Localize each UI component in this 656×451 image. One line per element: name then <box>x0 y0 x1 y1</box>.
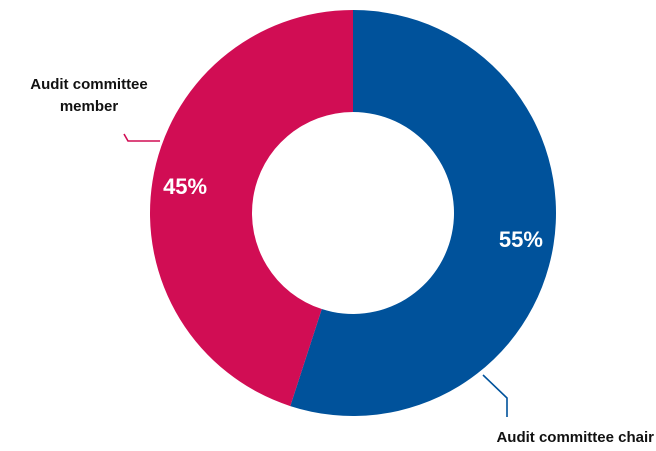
chart-category-labels: Audit committee chair Audit committee memb… <box>30 76 654 446</box>
value-label-audit-committee-member: 45% <box>163 174 207 199</box>
slice-audit-committee-member <box>150 10 353 407</box>
chart-slices <box>150 10 557 417</box>
leader-line-audit-committee-member <box>123 133 160 142</box>
chart-value-labels: 55% 45% <box>163 174 543 252</box>
category-label-audit-committee-chair: Audit committee chair <box>496 429 654 446</box>
value-label-audit-committee-chair: 55% <box>499 227 543 252</box>
category-label-audit-committee-member-line-1: Audit committee <box>30 76 148 93</box>
slice-audit-committee-chair <box>290 10 557 417</box>
category-label-audit-committee-member-line-2: member <box>60 98 119 115</box>
leader-line-audit-committee-chair <box>482 374 508 417</box>
chart-leader-lines <box>123 133 508 417</box>
